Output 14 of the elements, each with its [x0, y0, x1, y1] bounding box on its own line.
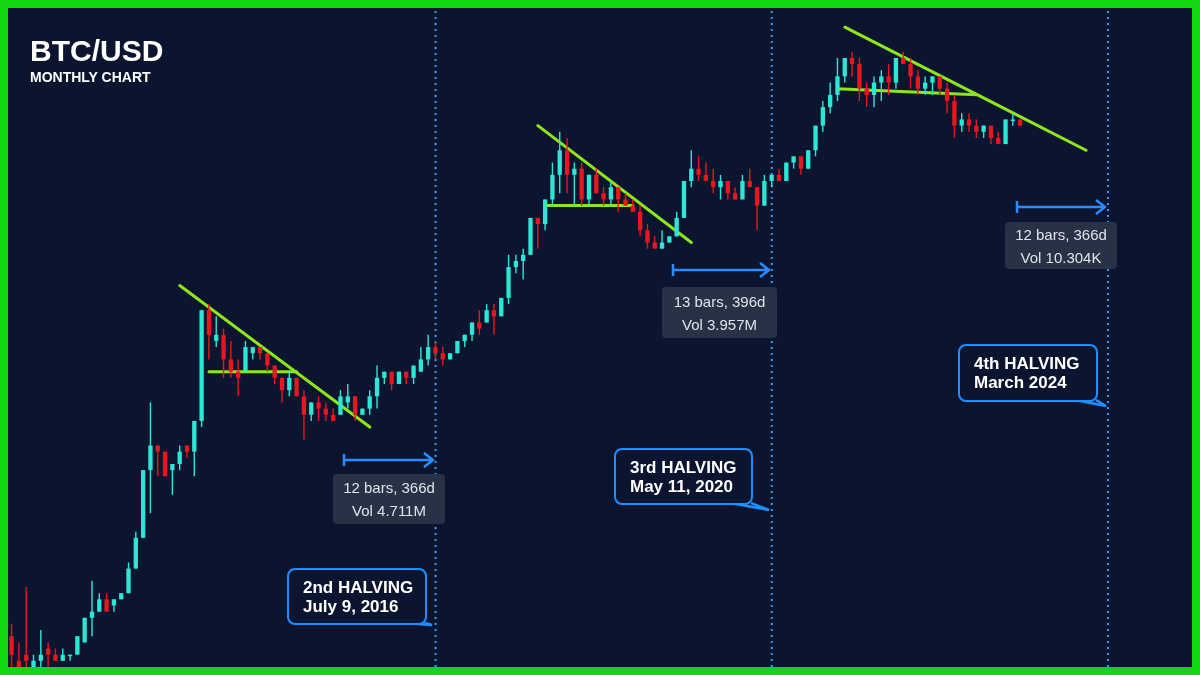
annotation: Vol 4.711M	[351, 502, 427, 519]
annotation: Vol 3.957M	[680, 315, 759, 333]
chart-title: BTC/USD	[30, 34, 164, 67]
annotation: July 9, 2016	[303, 597, 400, 616]
annotation: May 11, 2020	[630, 477, 735, 496]
annotation: 13 bars, 396d	[672, 292, 767, 310]
text: MONTHLY CHART	[30, 69, 152, 85]
annotation: Vol 10.304K	[1019, 248, 1103, 266]
annotation: 3rd HALVING	[630, 458, 738, 477]
annotation: 12 bars, 366d	[342, 479, 436, 496]
annotation: March 2024	[974, 373, 1068, 392]
annotation: 2nd HALVING	[303, 578, 415, 597]
annotation: 4th HALVING	[974, 354, 1081, 373]
annotation: 12 bars, 366d	[1014, 225, 1108, 243]
